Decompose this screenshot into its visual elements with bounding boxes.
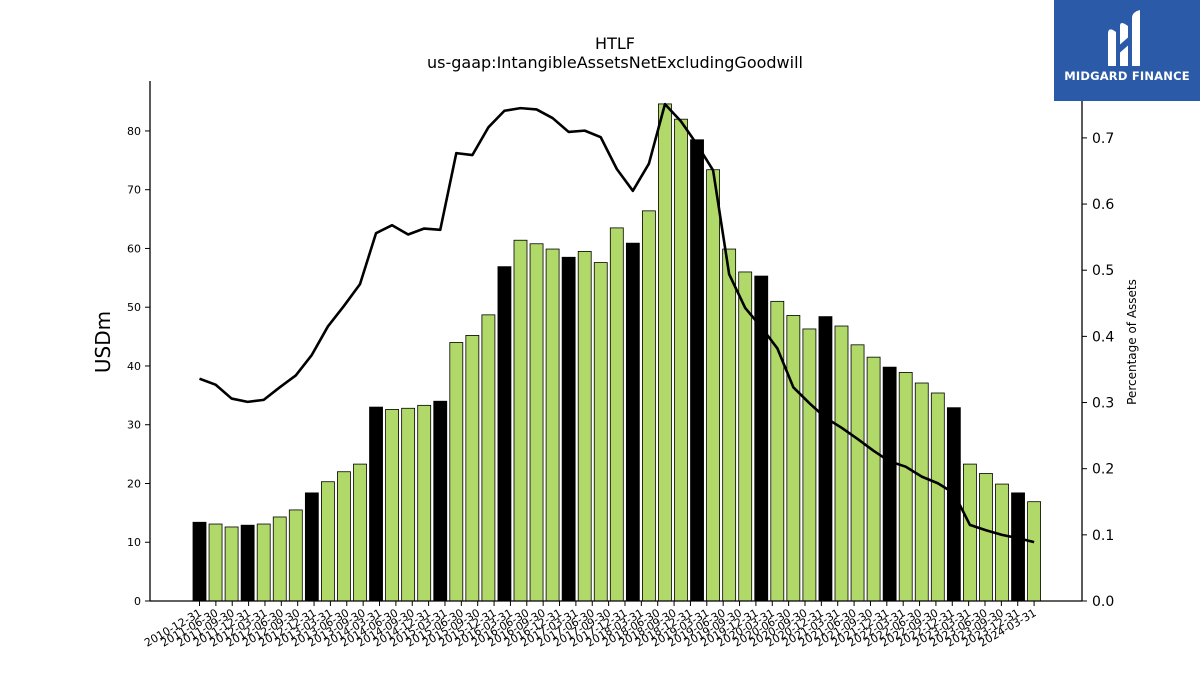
bar — [320, 481, 335, 602]
bar — [658, 103, 672, 602]
bar — [930, 392, 945, 602]
bar — [208, 523, 223, 602]
midgard-logo-icon — [1108, 10, 1140, 66]
bar — [866, 356, 881, 602]
y2-tick-label: 0.6 — [1092, 197, 1114, 213]
bar — [1027, 501, 1041, 602]
bar — [449, 342, 464, 602]
bar — [979, 473, 993, 602]
brand-logo: MIDGARD FINANCE — [1054, 0, 1200, 101]
bar — [754, 275, 769, 602]
bar — [513, 239, 528, 602]
bar — [192, 521, 207, 602]
bar — [642, 210, 656, 602]
bar — [337, 471, 351, 602]
bar — [625, 242, 640, 602]
y-tick-label: 60 — [127, 242, 141, 255]
bar — [898, 372, 913, 602]
bar — [288, 509, 303, 602]
chart-title: HTLF — [595, 34, 635, 53]
bar — [914, 382, 929, 602]
bar — [561, 256, 576, 602]
bar — [224, 526, 239, 602]
y-axis-label: USDm — [91, 311, 115, 373]
bar — [1011, 492, 1025, 602]
bar — [722, 248, 737, 602]
bar — [609, 227, 624, 602]
y2-tick-label: 0.4 — [1092, 329, 1114, 345]
y-tick-label: 10 — [127, 536, 141, 549]
bar — [690, 139, 704, 602]
bar — [240, 524, 255, 602]
bar — [850, 344, 865, 602]
bar — [433, 400, 448, 602]
y-tick-label: 40 — [127, 360, 141, 373]
chart-subtitle: us-gaap:IntangibleAssetsNetExcludingGood… — [427, 53, 803, 72]
bar — [401, 407, 416, 602]
bar — [353, 463, 367, 602]
y-tick-label: 30 — [127, 419, 141, 432]
percentage-line — [199, 102, 1035, 544]
bar — [674, 118, 688, 602]
bar — [529, 243, 544, 602]
bar — [577, 250, 592, 602]
y-tick-label: 50 — [127, 301, 141, 314]
bar — [786, 315, 801, 602]
bar — [706, 169, 720, 602]
brand-name: MIDGARD FINANCE — [1064, 69, 1190, 83]
bar — [304, 492, 319, 602]
bar — [738, 271, 753, 602]
bar — [882, 366, 897, 602]
y2-tick-label: 0.0 — [1092, 594, 1114, 610]
bar — [417, 404, 432, 602]
y2-tick-label: 0.1 — [1092, 528, 1114, 544]
bar — [481, 314, 496, 602]
bar — [963, 463, 977, 602]
bar — [593, 262, 608, 602]
bar — [545, 248, 560, 602]
y2-tick-label: 0.3 — [1092, 396, 1114, 412]
bar — [834, 325, 849, 602]
y-tick-label: 70 — [127, 184, 141, 197]
y2-tick-label: 0.5 — [1092, 263, 1114, 279]
bar — [369, 406, 383, 602]
y2-axis-label: Percentage of Assets — [1125, 279, 1139, 405]
bar — [995, 483, 1009, 602]
bar — [497, 266, 512, 602]
bar — [385, 409, 400, 602]
bar — [818, 316, 833, 602]
bar — [272, 516, 287, 602]
bar — [465, 335, 480, 602]
y-tick-label: 20 — [127, 477, 141, 490]
bar — [256, 523, 271, 602]
y-tick-label: 0 — [134, 595, 141, 608]
bar — [802, 328, 817, 602]
y2-tick-label: 0.2 — [1092, 462, 1114, 478]
y2-tick-label: 0.7 — [1092, 131, 1114, 147]
y-tick-label: 80 — [127, 125, 141, 138]
